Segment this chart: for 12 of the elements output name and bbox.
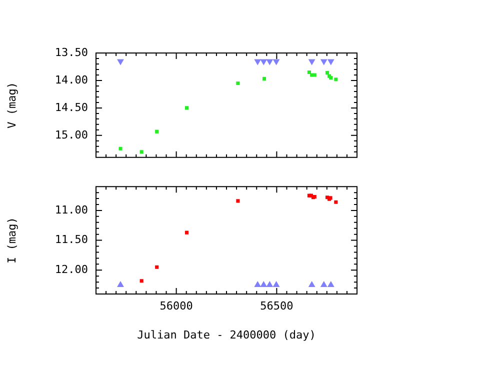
y-tick-label: 14.50 [54,100,88,114]
y-tick-label: 13.50 [54,46,88,59]
y-axis-title: I (mag) [5,217,18,264]
y-axis-title: V (mag) [5,82,18,128]
x-tick-label: 56000 [160,299,193,312]
x-axis-title: Julian Date - 2400000 (day) [137,328,316,342]
y-tick-label: 15.00 [54,128,88,142]
y-tick-label: 11.00 [54,203,88,216]
y-tick-label: 14.00 [54,73,88,86]
y-tick-label: 11.50 [54,233,88,246]
y-tick-label: 12.00 [54,262,88,276]
x-tick-label: 56500 [260,299,294,312]
